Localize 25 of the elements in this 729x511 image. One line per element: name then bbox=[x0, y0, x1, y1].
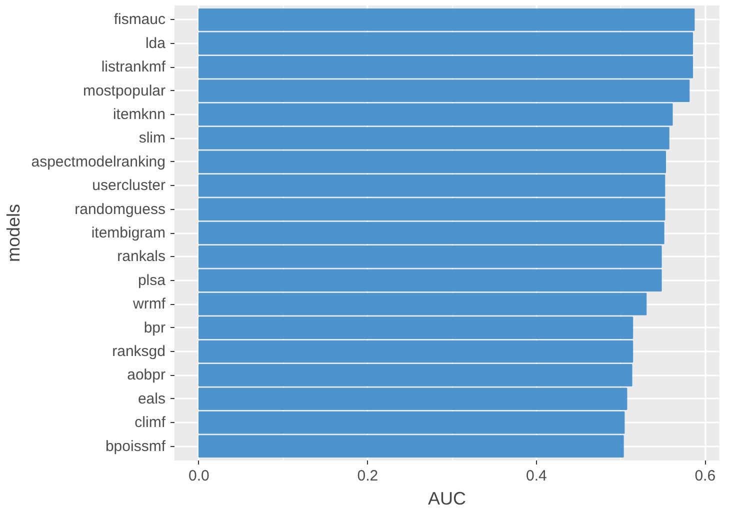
y-axis-title: models bbox=[3, 204, 24, 262]
y-tick-label: aspectmodelranking bbox=[31, 153, 166, 170]
y-tick-label: rankals bbox=[117, 248, 166, 266]
y-tick-label: lda bbox=[145, 34, 166, 52]
y-tick-label: fismauc bbox=[114, 11, 166, 28]
x-tick-label: 0.2 bbox=[357, 468, 378, 484]
x-tick-label: 0.0 bbox=[188, 468, 210, 484]
x-tick-label: 0.4 bbox=[526, 468, 547, 484]
y-tick-label: usercluster bbox=[92, 177, 166, 194]
y-tick-label: itemknn bbox=[112, 106, 166, 124]
y-tick-label: bpr bbox=[144, 319, 166, 336]
x-axis-title: AUC bbox=[428, 488, 466, 508]
y-tick-label: plsa bbox=[138, 272, 166, 289]
y-tick-label: randomguess bbox=[74, 200, 166, 218]
y-tick-label: eals bbox=[138, 390, 166, 408]
y-tick-label: aobpr bbox=[127, 366, 166, 384]
y-tick-label: itembigram bbox=[91, 224, 166, 242]
y-tick-label: listrankmf bbox=[101, 58, 166, 76]
y-tick-label: slim bbox=[138, 130, 166, 147]
y-tick-label: bpoissmf bbox=[105, 438, 166, 455]
y-tick-label: wrmf bbox=[132, 296, 166, 313]
x-tick-label: 0.6 bbox=[694, 468, 716, 484]
y-tick-label: ranksgd bbox=[112, 342, 166, 360]
y-tick-label: climf bbox=[134, 414, 166, 432]
y-tick-label: mostpopular bbox=[82, 82, 166, 100]
